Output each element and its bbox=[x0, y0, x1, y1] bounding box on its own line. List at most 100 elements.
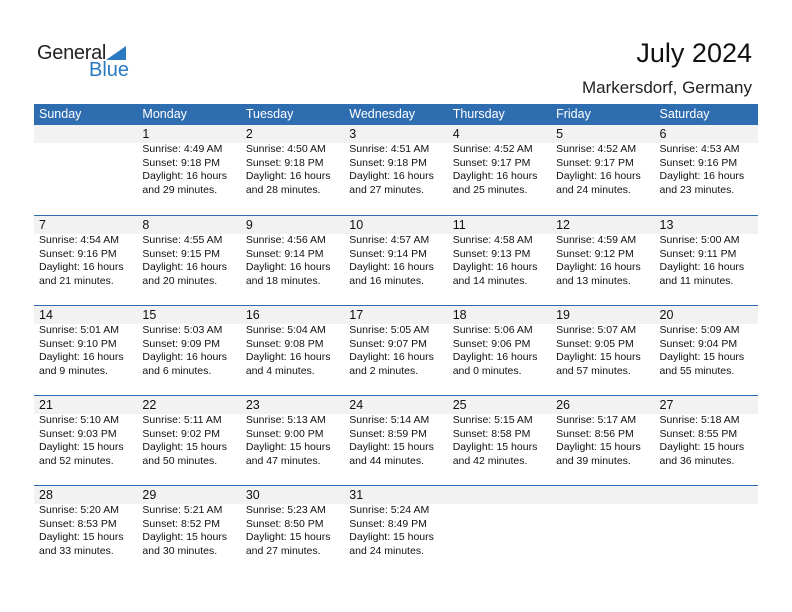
day-cell: 12 Sunrise: 4:59 AM Sunset: 9:12 PM Dayligh… bbox=[551, 216, 654, 305]
day-cell: 14 Sunrise: 5:01 AM Sunset: 9:10 PM Dayligh… bbox=[34, 306, 137, 395]
sunset-text: Sunset: 9:16 PM bbox=[39, 247, 117, 260]
sunset-text: Sunset: 9:18 PM bbox=[245, 156, 324, 169]
day-number-band bbox=[34, 486, 758, 504]
daylight-minutes-text: and 28 minutes. bbox=[245, 183, 321, 196]
daylight-text: Daylight: 15 hours bbox=[142, 531, 228, 543]
daylight-text: Daylight: 16 hours bbox=[39, 351, 124, 363]
sunrise-text: Sunrise: 5:04 AM bbox=[245, 324, 326, 336]
daylight-text: Daylight: 16 hours bbox=[556, 261, 641, 273]
daylight-text: Daylight: 15 hours bbox=[142, 441, 228, 453]
daylight-minutes-text: and 42 minutes. bbox=[452, 454, 528, 467]
day-number: 19 bbox=[556, 308, 571, 322]
sunrise-text: Sunrise: 5:20 AM bbox=[39, 504, 119, 516]
daylight-text: Daylight: 15 hours bbox=[349, 441, 434, 453]
sunset-text: Sunset: 9:12 PM bbox=[556, 247, 634, 260]
day-cell: 22 Sunrise: 5:11 AM Sunset: 9:02 PM Dayligh… bbox=[137, 396, 240, 485]
sunrise-text: Sunrise: 4:56 AM bbox=[245, 234, 326, 246]
day-number: 16 bbox=[245, 308, 260, 322]
sunset-text: Sunset: 8:55 PM bbox=[659, 427, 738, 440]
day-number: 31 bbox=[349, 488, 364, 502]
day-number: 30 bbox=[245, 488, 260, 502]
day-number: 26 bbox=[556, 398, 571, 412]
day-cell: 4 Sunrise: 4:52 AM Sunset: 9:17 PM Daylight… bbox=[448, 125, 551, 215]
daylight-minutes-text: and 0 minutes. bbox=[452, 364, 522, 377]
day-cell: 23 Sunrise: 5:13 AM Sunset: 9:00 PM Dayligh… bbox=[241, 396, 344, 485]
sunset-text: Sunset: 9:18 PM bbox=[142, 156, 221, 169]
sunrise-text: Sunrise: 4:58 AM bbox=[452, 234, 533, 246]
sunset-text: Sunset: 9:02 PM bbox=[142, 427, 221, 440]
day-number-band bbox=[34, 125, 758, 143]
daylight-minutes-text: and 2 minutes. bbox=[349, 364, 419, 377]
sunrise-text: Sunrise: 4:50 AM bbox=[245, 143, 326, 155]
sunrise-text: Sunrise: 5:23 AM bbox=[245, 504, 326, 516]
day-cell: 9 Sunrise: 4:56 AM Sunset: 9:14 PM Daylight… bbox=[241, 216, 344, 305]
day-number: 21 bbox=[39, 398, 53, 412]
sunrise-text: Sunrise: 5:21 AM bbox=[142, 504, 223, 516]
sunrise-text: Sunrise: 5:13 AM bbox=[245, 414, 326, 426]
daylight-minutes-text: and 36 minutes. bbox=[659, 454, 735, 467]
day-number: 17 bbox=[349, 308, 364, 322]
day-cell: 5 Sunrise: 4:52 AM Sunset: 9:17 PM Daylight… bbox=[551, 125, 654, 215]
daylight-text: Daylight: 15 hours bbox=[659, 351, 745, 363]
daylight-minutes-text: and 13 minutes. bbox=[556, 274, 631, 287]
daylight-minutes-text: and 16 minutes. bbox=[349, 274, 424, 287]
day-cell: 16 Sunrise: 5:04 AM Sunset: 9:08 PM Dayligh… bbox=[241, 306, 344, 395]
daylight-text: Daylight: 15 hours bbox=[349, 531, 434, 543]
sunset-text: Sunset: 8:58 PM bbox=[452, 427, 531, 440]
daylight-text: Daylight: 16 hours bbox=[659, 170, 745, 182]
daylight-text: Daylight: 16 hours bbox=[659, 261, 745, 273]
day-cell: 6 Sunrise: 4:53 AM Sunset: 9:16 PM Daylight… bbox=[655, 125, 758, 215]
daylight-minutes-text: and 14 minutes. bbox=[452, 274, 528, 287]
day-cell: 29 Sunrise: 5:21 AM Sunset: 8:52 PM Dayligh… bbox=[137, 486, 240, 575]
daylight-minutes-text: and 20 minutes. bbox=[142, 274, 218, 287]
sunrise-text: Sunrise: 5:24 AM bbox=[349, 504, 430, 516]
sunrise-text: Sunrise: 5:11 AM bbox=[142, 414, 222, 426]
sunset-text: Sunset: 9:17 PM bbox=[556, 156, 634, 169]
day-cell: 2 Sunrise: 4:50 AM Sunset: 9:18 PM Daylight… bbox=[241, 125, 344, 215]
calendar-grid: 1 Sunrise: 4:49 AM Sunset: 9:18 PM Daylight… bbox=[34, 125, 758, 575]
logo-blue-text: Blue bbox=[89, 59, 130, 81]
day-number-band bbox=[34, 306, 758, 324]
sunset-text: Sunset: 9:09 PM bbox=[142, 337, 221, 350]
sunset-text: Sunset: 9:14 PM bbox=[245, 247, 324, 260]
empty-cell bbox=[655, 486, 758, 575]
day-cell: 17 Sunrise: 5:05 AM Sunset: 9:07 PM Dayligh… bbox=[344, 306, 447, 395]
daylight-text: Daylight: 16 hours bbox=[39, 261, 124, 273]
sunset-text: Sunset: 9:00 PM bbox=[245, 427, 324, 440]
sunset-text: Sunset: 9:05 PM bbox=[556, 337, 634, 350]
day-cell: 28 Sunrise: 5:20 AM Sunset: 8:53 PM Dayligh… bbox=[34, 486, 137, 575]
sunrise-text: Sunrise: 5:01 AM bbox=[39, 324, 119, 336]
daylight-minutes-text: and 21 minutes. bbox=[39, 274, 114, 287]
day-cell: 18 Sunrise: 5:06 AM Sunset: 9:06 PM Dayligh… bbox=[448, 306, 551, 395]
week-row: 21 Sunrise: 5:10 AM Sunset: 9:03 PM Dayligh… bbox=[34, 395, 758, 485]
sunset-text: Sunset: 9:03 PM bbox=[39, 427, 117, 440]
daylight-minutes-text: and 39 minutes. bbox=[556, 454, 631, 467]
page-title: July 2024 bbox=[636, 38, 752, 68]
day-cell: 3 Sunrise: 4:51 AM Sunset: 9:18 PM Daylight… bbox=[344, 125, 447, 215]
weekday-tuesday: Tuesday bbox=[245, 107, 294, 121]
sunrise-text: Sunrise: 4:57 AM bbox=[349, 234, 430, 246]
sunset-text: Sunset: 8:53 PM bbox=[39, 517, 117, 530]
daylight-minutes-text: and 27 minutes. bbox=[349, 183, 424, 196]
day-number: 2 bbox=[245, 127, 253, 141]
day-cell: 27 Sunrise: 5:18 AM Sunset: 8:55 PM Dayligh… bbox=[655, 396, 758, 485]
location: Markersdorf, Germany bbox=[581, 78, 752, 97]
day-number: 25 bbox=[452, 398, 467, 412]
daylight-minutes-text: and 47 minutes. bbox=[245, 454, 321, 467]
day-cell: 11 Sunrise: 4:58 AM Sunset: 9:13 PM Dayligh… bbox=[448, 216, 551, 305]
daylight-text: Daylight: 16 hours bbox=[349, 170, 434, 182]
daylight-minutes-text: and 24 minutes. bbox=[556, 183, 631, 196]
week-row: 14 Sunrise: 5:01 AM Sunset: 9:10 PM Dayligh… bbox=[34, 305, 758, 395]
daylight-minutes-text: and 44 minutes. bbox=[349, 454, 424, 467]
daylight-text: Daylight: 16 hours bbox=[349, 261, 434, 273]
sunrise-text: Sunrise: 4:55 AM bbox=[142, 234, 223, 246]
daylight-minutes-text: and 52 minutes. bbox=[39, 454, 114, 467]
day-cell: 15 Sunrise: 5:03 AM Sunset: 9:09 PM Dayligh… bbox=[137, 306, 240, 395]
day-cell: 30 Sunrise: 5:23 AM Sunset: 8:50 PM Dayligh… bbox=[241, 486, 344, 575]
logo-general-text: General bbox=[37, 42, 107, 64]
sunset-text: Sunset: 9:13 PM bbox=[452, 247, 531, 260]
day-number: 14 bbox=[39, 308, 53, 322]
sunrise-text: Sunrise: 4:49 AM bbox=[142, 143, 223, 155]
sunset-text: Sunset: 8:52 PM bbox=[142, 517, 221, 530]
sunrise-text: Sunrise: 4:52 AM bbox=[452, 143, 533, 155]
